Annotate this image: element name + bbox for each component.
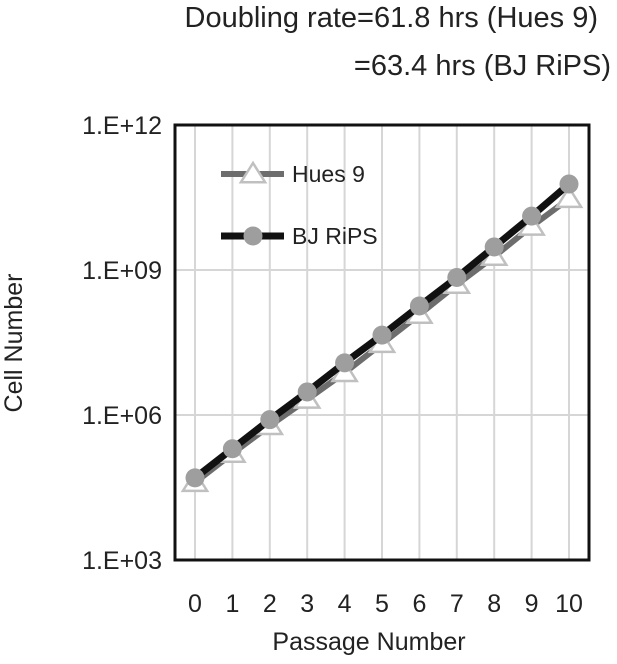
x-tick-label-0: 0 xyxy=(188,590,202,618)
x-tick-label-2: 2 xyxy=(263,590,277,618)
x-tick-label-8: 8 xyxy=(487,590,501,618)
point-bj-rips-9 xyxy=(522,206,542,226)
legend-item-hues-9: Hues 9 xyxy=(221,160,365,187)
x-tick-label-9: 9 xyxy=(525,590,539,618)
legend-item-bj-rips: BJ RiPS xyxy=(221,223,378,249)
chart-title: Doubling rate=61.8 hrs (Hues 9) =63.4 hr… xyxy=(185,2,611,82)
series-layer xyxy=(180,174,584,493)
point-bj-rips-10 xyxy=(559,174,579,194)
legend-marker-hues-9 xyxy=(238,160,268,184)
title-line-2: =63.4 hrs (BJ RiPS) xyxy=(354,50,611,82)
point-bj-rips-8 xyxy=(484,237,504,257)
point-bj-rips-2 xyxy=(260,410,280,430)
x-tick-label-6: 6 xyxy=(412,590,426,618)
point-bj-rips-6 xyxy=(409,296,429,316)
legend: Hues 9 BJ RiPS xyxy=(221,160,378,249)
y-axis-label: Cell Number xyxy=(0,274,28,413)
point-bj-rips-7 xyxy=(447,267,467,287)
x-tick-label-4: 4 xyxy=(338,590,352,618)
x-tick-labels: 0 1 2 3 4 5 6 7 8 9 10 xyxy=(188,590,583,618)
x-axis-label: Passage Number xyxy=(272,628,465,656)
point-bj-rips-5 xyxy=(372,325,392,345)
point-bj-rips-4 xyxy=(335,353,355,373)
title-line-1: Doubling rate=61.8 hrs (Hues 9) xyxy=(185,2,598,34)
y-tick-label-3: 1.E+12 xyxy=(82,112,162,140)
series-bj-rips xyxy=(185,174,579,488)
x-tick-label-1: 1 xyxy=(225,590,239,618)
point-hues-9-10 xyxy=(554,185,584,209)
x-tick-label-3: 3 xyxy=(300,590,314,618)
x-tick-label-10: 10 xyxy=(555,590,583,618)
y-tick-labels: 1.E+03 1.E+06 1.E+09 1.E+12 xyxy=(82,112,162,575)
y-tick-label-0: 1.E+03 xyxy=(82,547,162,575)
point-bj-rips-1 xyxy=(222,439,242,459)
legend-label-bj-rips: BJ RiPS xyxy=(292,223,378,249)
legend-marker-bj-rips xyxy=(243,226,263,246)
plot-frame xyxy=(173,123,591,562)
y-tick-label-1: 1.E+06 xyxy=(82,402,162,430)
legend-label-hues-9: Hues 9 xyxy=(292,161,365,187)
x-tick-label-7: 7 xyxy=(450,590,464,618)
point-bj-rips-0 xyxy=(185,468,205,488)
y-tick-label-2: 1.E+09 xyxy=(82,257,162,285)
x-tick-label-5: 5 xyxy=(375,590,389,618)
point-bj-rips-3 xyxy=(297,382,317,402)
